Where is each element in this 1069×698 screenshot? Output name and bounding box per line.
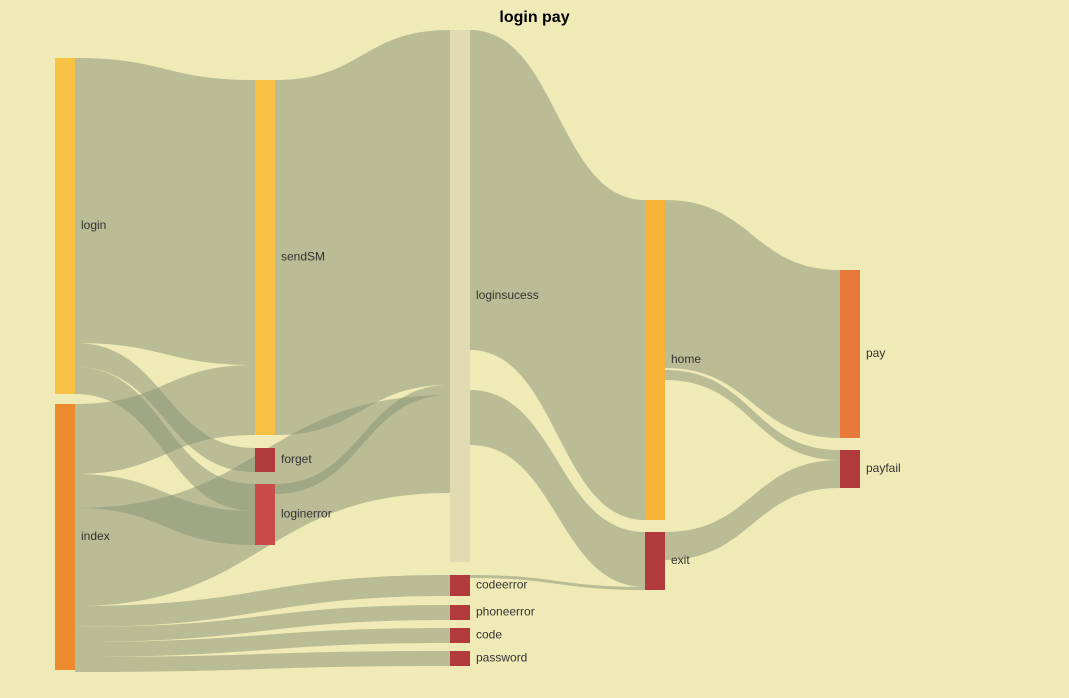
sankey-chart: login pay login index sendSM forget loginerro…	[0, 0, 1069, 698]
node-index	[55, 404, 75, 670]
node-label-password: password	[476, 651, 527, 665]
node-label-login: login	[81, 218, 106, 232]
link-login-sendSM	[75, 58, 255, 365]
link-sendSM-loginsucess	[275, 30, 450, 435]
node-label-home: home	[671, 352, 701, 366]
node-label-loginerror: loginerror	[281, 507, 332, 521]
node-forget	[255, 448, 275, 472]
node-label-payfail: payfail	[866, 461, 901, 475]
node-login	[55, 58, 75, 394]
node-loginsucess	[450, 30, 470, 562]
node-label-forget: forget	[281, 452, 312, 466]
node-label-sendSM: sendSM	[281, 250, 325, 264]
node-label-phoneerror: phoneerror	[476, 605, 535, 619]
node-label-index: index	[81, 529, 110, 543]
node-exit	[645, 532, 665, 590]
node-label-code: code	[476, 628, 502, 642]
link-exit-payfail	[665, 460, 840, 560]
node-home	[645, 200, 665, 520]
node-phoneerror	[450, 605, 470, 620]
node-loginerror	[255, 484, 275, 545]
node-sendSM	[255, 80, 275, 435]
node-codeerror	[450, 575, 470, 596]
node-label-loginsucess: loginsucess	[476, 288, 539, 302]
link-home-pay	[665, 200, 840, 438]
chart-title: login pay	[499, 9, 569, 26]
node-label-codeerror: codeerror	[476, 578, 527, 592]
node-payfail	[840, 450, 860, 488]
node-code	[450, 628, 470, 643]
node-label-pay: pay	[866, 346, 885, 360]
node-label-exit: exit	[671, 553, 690, 567]
node-pay	[840, 270, 860, 438]
node-password	[450, 651, 470, 666]
